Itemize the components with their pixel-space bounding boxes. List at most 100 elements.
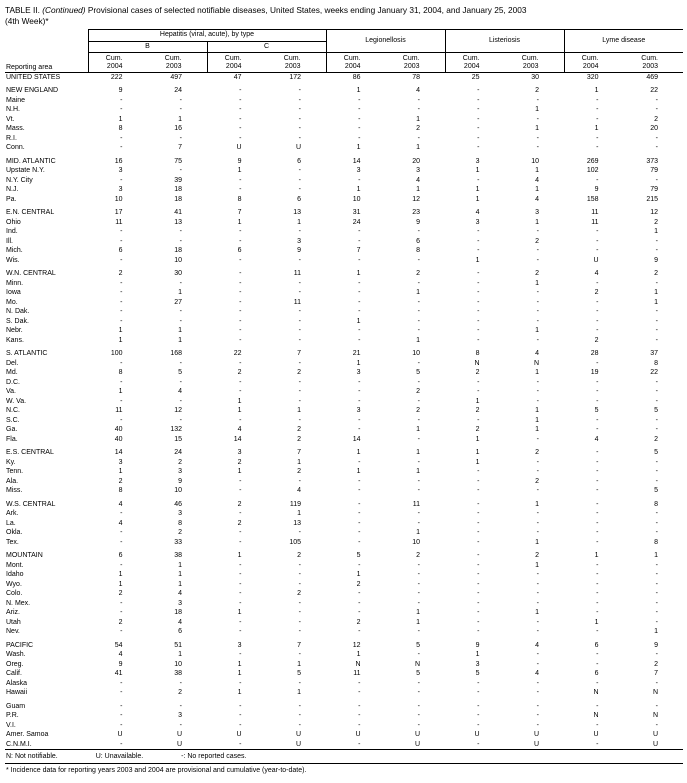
value-cell: - <box>596 317 599 325</box>
value-cell: - <box>239 176 242 184</box>
value-cell: 1 <box>297 218 301 226</box>
value-cell: - <box>120 298 123 306</box>
value-cell: 1 <box>535 218 539 226</box>
value-cell: - <box>417 228 420 235</box>
reporting-area-cell: Ill. <box>6 237 13 245</box>
value-cell: 2 <box>594 336 599 344</box>
value-cell: 2 <box>416 270 420 277</box>
value-cell: - <box>358 628 361 635</box>
table-row: Mont. - 1 - - - - - 1 - - <box>5 561 683 571</box>
value-cell: 2 <box>475 369 480 376</box>
value-cell: - <box>596 378 599 386</box>
reporting-area-cell: N. Mex. <box>6 599 31 607</box>
value-cell: 4 <box>535 176 539 184</box>
value-cell: 1 <box>535 561 539 569</box>
value-cell: - <box>298 279 301 287</box>
value-cell: U <box>474 731 480 738</box>
value-cell: 1 <box>356 571 361 578</box>
reporting-area-cell: Nev. <box>6 628 20 635</box>
value-cell: - <box>417 599 420 607</box>
table-row: N.H. - - - - - - - 1 - - <box>5 105 683 115</box>
value-cell: - <box>536 510 539 517</box>
value-cell: - <box>358 308 361 315</box>
value-cell: - <box>536 317 539 325</box>
value-cell: - <box>655 336 658 344</box>
value-cell: 3 <box>178 510 182 517</box>
value-cell: 10 <box>114 195 123 203</box>
value-cell: 1 <box>535 538 539 546</box>
value-cell: - <box>298 289 301 296</box>
value-cell: - <box>596 609 599 616</box>
value-cell: 1 <box>118 327 123 334</box>
reporting-area-cell: Nebr. <box>6 327 23 334</box>
value-cell: 2 <box>654 115 658 123</box>
value-cell: - <box>239 628 242 635</box>
value-cell: U <box>623 739 683 750</box>
value-cell: - <box>417 628 420 635</box>
value-cell: 2 <box>356 618 361 626</box>
value-cell: 1 <box>297 510 301 517</box>
value-cell: 8 <box>654 500 658 508</box>
value-cell: - <box>477 247 480 254</box>
symbol-legend: N: Not notifiable. U: Unavailable. -: No… <box>5 750 683 764</box>
value-cell: - <box>358 397 361 405</box>
value-cell: 1 <box>535 609 539 616</box>
value-cell: - <box>120 289 123 296</box>
value-cell: - <box>477 500 480 508</box>
value-cell: 21 <box>352 350 361 357</box>
value-cell: - <box>477 87 480 94</box>
value-cell: - <box>477 176 480 184</box>
value-cell: - <box>536 618 539 626</box>
value-cell: - <box>298 115 301 123</box>
value-cell: - <box>417 519 420 527</box>
value-cell: - <box>596 96 599 104</box>
value-cell: 38 <box>174 552 182 559</box>
value-cell: 105 <box>289 538 301 546</box>
title-text: Provisional cases of selected notifiable… <box>87 5 527 15</box>
value-cell: - <box>358 609 361 616</box>
value-cell: - <box>417 721 420 729</box>
cum-year-header: Cum. 2003 <box>147 52 207 73</box>
value-cell: - <box>477 308 480 315</box>
value-cell: - <box>120 510 123 517</box>
value-cell: - <box>536 298 539 306</box>
value-cell: - <box>655 106 658 113</box>
value-cell: - <box>298 679 301 687</box>
value-cell: 2 <box>654 218 658 226</box>
value-cell: - <box>536 679 539 687</box>
value-cell: 1 <box>297 660 301 668</box>
value-cell: 3 <box>356 167 361 174</box>
value-cell: - <box>358 134 361 142</box>
value-cell: - <box>477 289 480 296</box>
value-cell: - <box>239 561 242 569</box>
value-cell: - <box>239 106 242 113</box>
value-cell: - <box>655 96 658 104</box>
value-cell: - <box>596 247 599 254</box>
reporting-area-cell: NEW ENGLAND <box>6 87 59 94</box>
value-cell: 1 <box>237 689 242 696</box>
value-cell: - <box>596 519 599 527</box>
value-cell: 75 <box>174 157 182 165</box>
value-cell: - <box>179 702 182 710</box>
table-row: Wash. 4 1 - - 1 - 1 - - - <box>5 650 683 660</box>
value-cell: 1 <box>237 609 242 616</box>
title-prefix: TABLE II. <box>5 5 40 15</box>
value-cell: 1 <box>535 327 539 334</box>
value-cell: - <box>239 308 242 315</box>
table-row: Ky. 3 2 2 1 - - 1 - - - <box>5 458 683 468</box>
value-cell: 1 <box>475 167 480 174</box>
value-cell: - <box>298 176 301 184</box>
value-cell: - <box>477 618 480 626</box>
value-cell: 1 <box>535 500 539 508</box>
cum-year-header: Cum. 2004 <box>206 52 267 73</box>
value-cell: - <box>120 538 123 546</box>
reporting-area-cell: Conn. <box>6 144 25 151</box>
value-cell: 1 <box>356 186 361 193</box>
table-row: MOUNTAIN 6 38 1 2 5 2 - 2 1 1 <box>5 551 683 561</box>
value-cell: 4 <box>475 209 480 216</box>
value-cell: - <box>298 529 301 536</box>
value-cell: 6 <box>297 157 301 165</box>
reporting-area-cell: S. Dak. <box>6 317 29 325</box>
reporting-area-cell: Md. <box>6 369 18 376</box>
value-cell: - <box>239 115 242 123</box>
